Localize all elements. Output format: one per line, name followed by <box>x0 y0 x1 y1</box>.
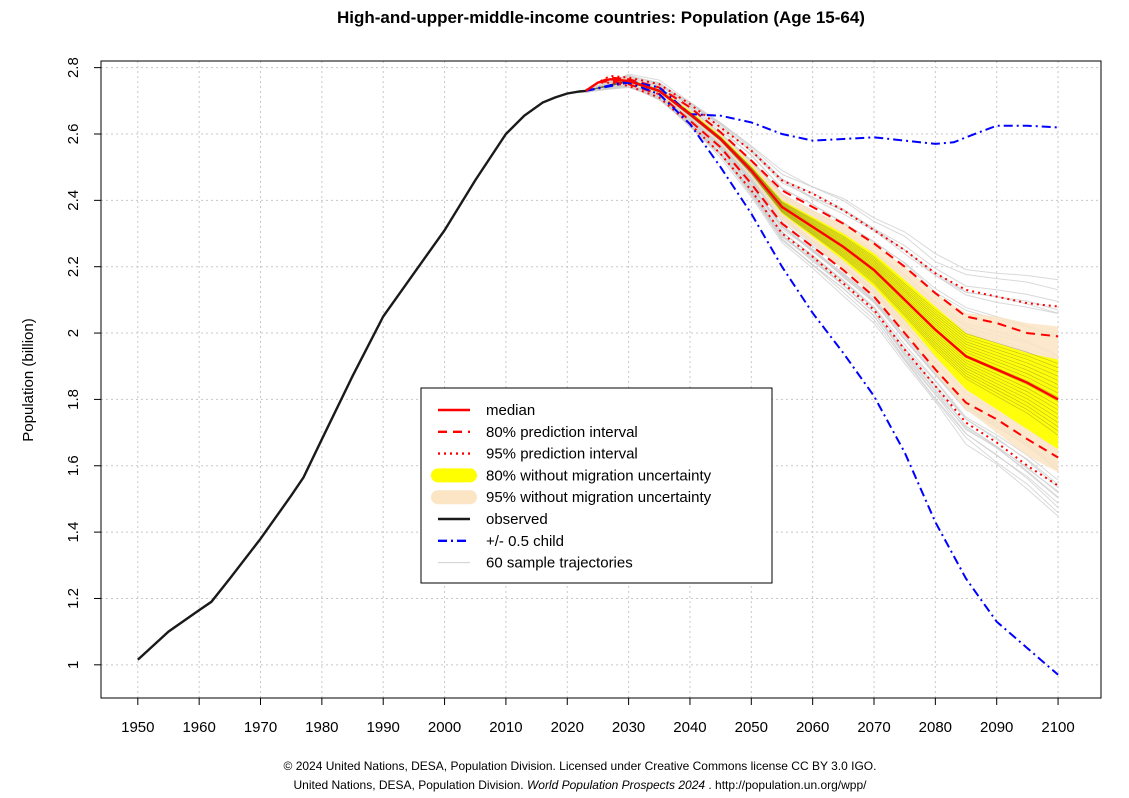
y-tick-label: 1.4 <box>65 522 82 543</box>
y-tick-label: 2.6 <box>65 124 82 145</box>
x-tick-label: 1960 <box>182 719 215 736</box>
sample-trajectory-line <box>585 77 1059 337</box>
y-tick-label: 2.8 <box>65 57 82 78</box>
x-tick-label: 2040 <box>673 719 706 736</box>
pi80-upper-line <box>585 76 1059 338</box>
legend-label-half_child: +/- 0.5 child <box>486 533 564 550</box>
band-95-without-migration <box>585 77 1059 473</box>
y-tick: 1.2 <box>65 588 82 609</box>
y-tick-label: 1 <box>65 661 82 669</box>
trajectory-in-band-line <box>585 81 1059 436</box>
credit-line-2-prefix: United Nations, DESA, Population Divisio… <box>293 778 526 792</box>
y-tick: 1.8 <box>65 389 82 410</box>
x-tick-label: 2100 <box>1041 719 1074 736</box>
plot-frame <box>100 60 1102 699</box>
x-tick-label: 2080 <box>919 719 952 736</box>
x-tick-label: 2000 <box>428 719 461 736</box>
y-tick: 2 <box>65 329 82 337</box>
x-tick-label: 2060 <box>796 719 829 736</box>
x-tick-label: 1950 <box>121 719 154 736</box>
legend-label-pi80: 80% prediction interval <box>486 424 638 441</box>
credit-line-2-title: World Population Prospects 2024 <box>527 778 705 792</box>
y-tick: 2.2 <box>65 256 82 277</box>
y-tick-label: 1.6 <box>65 455 82 476</box>
y-axis-label: Population (billion) <box>20 318 37 441</box>
legend-label-observed: observed <box>486 511 548 528</box>
credit-line-1: © 2024 United Nations, DESA, Population … <box>284 759 877 773</box>
observed-line <box>136 89 586 661</box>
x-tick-label: 1980 <box>305 719 338 736</box>
y-tick: 1.4 <box>65 522 82 543</box>
credit: © 2024 United Nations, DESA, Population … <box>284 759 877 792</box>
half-child-lower-line <box>585 81 1059 676</box>
y-tick-label: 1.2 <box>65 588 82 609</box>
x-tick-label: 2090 <box>980 719 1013 736</box>
y-tick: 2.4 <box>65 190 82 211</box>
y-tick: 1.6 <box>65 455 82 476</box>
series-lines <box>136 74 1059 676</box>
pi80-lower-line <box>585 79 1059 459</box>
y-axis: 1 1.2 1.4 1.6 1.8 2 2.2 2.4 2.6 2.8 <box>65 57 101 669</box>
sample-trajectory-line <box>585 74 1059 311</box>
y-tick: 2.8 <box>65 57 82 78</box>
x-tick-label: 2010 <box>489 719 522 736</box>
sample-trajectory-line <box>585 86 1059 508</box>
legend: median 80% prediction interval 95% predict… <box>420 387 773 584</box>
legend-label-pi95: 95% prediction interval <box>486 446 638 463</box>
y-tick-label: 1.8 <box>65 389 82 410</box>
y-tick-label: 2 <box>65 329 82 337</box>
x-tick-label: 1970 <box>244 719 277 736</box>
legend-label-samples: 60 sample trajectories <box>486 555 633 572</box>
credit-line-2-suffix: . http://population.un.org/wpp/ <box>705 778 867 792</box>
pi95-lower-line <box>585 81 1059 487</box>
y-tick-label: 2.4 <box>65 190 82 211</box>
x-tick-label: 2030 <box>612 719 645 736</box>
legend-label-nomig80: 80% without migration uncertainty <box>486 467 712 484</box>
x-axis: 1950 1960 1970 1980 1990 2000 2010 2020 2030 2040… <box>121 698 1075 736</box>
x-tick-label: 2050 <box>735 719 768 736</box>
x-tick-label: 1990 <box>367 719 400 736</box>
legend-label-nomig95: 95% without migration uncertainty <box>486 489 712 506</box>
sample-trajectory-line <box>585 84 1059 494</box>
x-tick-label: 2070 <box>857 719 890 736</box>
x-tick-label: 2020 <box>551 719 584 736</box>
y-tick: 1 <box>65 661 82 669</box>
credit-line-2: United Nations, DESA, Population Divisio… <box>293 778 867 792</box>
median-line <box>585 77 1059 401</box>
band-80-without-migration <box>585 79 1059 450</box>
legend-box <box>420 387 773 584</box>
sample-trajectory-line <box>585 73 1059 281</box>
y-tick-label: 2.2 <box>65 256 82 277</box>
y-tick: 2.6 <box>65 124 82 145</box>
legend-label-median: median <box>486 402 535 419</box>
chart-title: High-and-upper-middle-income countries: … <box>337 8 865 27</box>
sample-trajectory-line <box>585 76 1059 314</box>
